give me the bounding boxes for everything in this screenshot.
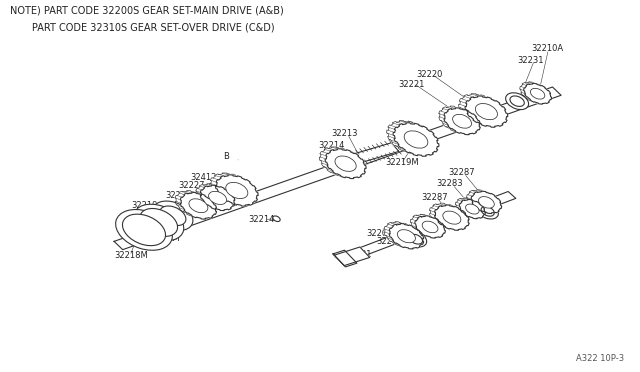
Text: PART CODE 32310S GEAR SET-OVER DRIVE (C&D): PART CODE 32310S GEAR SET-OVER DRIVE (C&… — [10, 22, 274, 32]
Ellipse shape — [479, 196, 494, 208]
Polygon shape — [471, 191, 502, 214]
Ellipse shape — [153, 201, 193, 231]
Ellipse shape — [160, 206, 186, 225]
Ellipse shape — [410, 234, 422, 244]
Polygon shape — [334, 247, 370, 266]
Polygon shape — [180, 192, 216, 219]
Ellipse shape — [477, 203, 499, 219]
Polygon shape — [387, 121, 433, 154]
Text: 32231: 32231 — [517, 56, 543, 65]
Polygon shape — [439, 106, 475, 133]
Polygon shape — [435, 205, 469, 230]
Text: 32282: 32282 — [415, 219, 441, 228]
Polygon shape — [114, 87, 561, 250]
Polygon shape — [175, 190, 211, 217]
Polygon shape — [210, 173, 252, 204]
Polygon shape — [196, 184, 230, 209]
Polygon shape — [415, 216, 445, 238]
Polygon shape — [337, 143, 399, 167]
Polygon shape — [410, 214, 441, 237]
Ellipse shape — [273, 216, 280, 221]
Ellipse shape — [510, 96, 524, 106]
Text: 32213: 32213 — [332, 129, 358, 138]
Ellipse shape — [404, 131, 428, 148]
Text: 32285: 32285 — [460, 205, 486, 214]
Text: A322 10P-3: A322 10P-3 — [576, 354, 624, 363]
Text: 32214: 32214 — [319, 141, 345, 150]
Text: D: D — [488, 108, 494, 117]
Ellipse shape — [140, 208, 177, 237]
Text: B: B — [223, 153, 228, 161]
Polygon shape — [456, 198, 481, 217]
Text: 32287: 32287 — [421, 193, 448, 202]
Text: 32219: 32219 — [131, 201, 157, 210]
Polygon shape — [393, 123, 439, 156]
Polygon shape — [335, 192, 516, 264]
Text: 32281: 32281 — [346, 250, 372, 259]
Polygon shape — [325, 149, 366, 179]
Polygon shape — [389, 224, 424, 249]
Ellipse shape — [226, 182, 248, 199]
Ellipse shape — [465, 204, 479, 214]
Ellipse shape — [422, 221, 438, 233]
Ellipse shape — [122, 214, 166, 246]
Polygon shape — [200, 185, 235, 211]
Text: 32285: 32285 — [376, 237, 403, 246]
Text: 32221: 32221 — [398, 80, 424, 89]
Ellipse shape — [116, 209, 172, 250]
Text: 32210A: 32210A — [531, 44, 563, 53]
Polygon shape — [524, 83, 552, 104]
Text: 32218M: 32218M — [114, 251, 148, 260]
Ellipse shape — [189, 199, 208, 213]
Text: 32205: 32205 — [366, 229, 392, 238]
Ellipse shape — [335, 156, 356, 171]
Text: 32287: 32287 — [448, 168, 475, 177]
Ellipse shape — [397, 230, 415, 243]
Polygon shape — [460, 199, 485, 219]
Polygon shape — [384, 222, 419, 247]
Text: 32215: 32215 — [165, 191, 191, 200]
Ellipse shape — [481, 206, 494, 216]
Text: 32283: 32283 — [436, 179, 463, 188]
Text: 32214: 32214 — [248, 215, 275, 224]
Text: 32414M: 32414M — [146, 234, 180, 243]
Polygon shape — [465, 96, 508, 127]
Polygon shape — [467, 190, 497, 212]
Polygon shape — [444, 108, 480, 135]
Ellipse shape — [134, 204, 184, 241]
Ellipse shape — [405, 231, 427, 247]
Polygon shape — [319, 147, 360, 177]
Ellipse shape — [452, 114, 472, 128]
Ellipse shape — [209, 191, 227, 205]
Polygon shape — [333, 250, 357, 267]
Polygon shape — [459, 94, 501, 125]
Ellipse shape — [531, 89, 545, 99]
Ellipse shape — [506, 93, 529, 110]
Polygon shape — [429, 203, 464, 228]
Text: 32412: 32412 — [191, 173, 217, 182]
Text: 32227: 32227 — [178, 182, 204, 190]
Text: NOTE) PART CODE 32200S GEAR SET-MAIN DRIVE (A&B): NOTE) PART CODE 32200S GEAR SET-MAIN DRI… — [10, 6, 284, 16]
Text: 32220: 32220 — [416, 70, 442, 79]
Polygon shape — [520, 82, 548, 103]
Ellipse shape — [476, 103, 497, 120]
Polygon shape — [216, 175, 258, 206]
Ellipse shape — [443, 211, 461, 224]
Text: 32219M: 32219M — [385, 158, 419, 167]
